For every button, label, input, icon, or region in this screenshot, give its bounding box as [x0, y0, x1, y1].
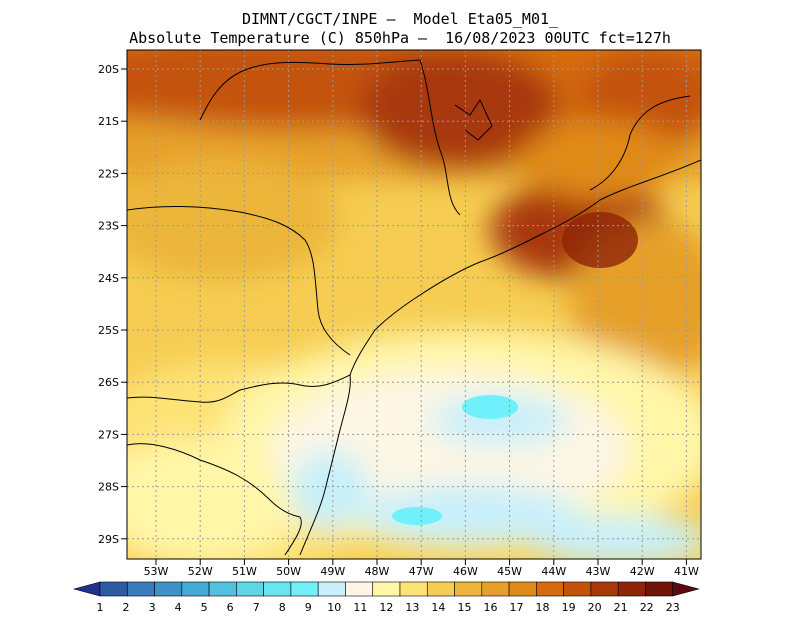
- cold-spot-29s: [392, 507, 442, 525]
- lon-label: 48W: [365, 565, 390, 578]
- lon-label: 42W: [630, 565, 655, 578]
- latitude-labels: 20S 21S 22S 23S 24S 25S 26S 27S 28S 29S: [98, 63, 127, 546]
- colorbar-swatch: [317, 581, 346, 597]
- colorbar-label: 22: [640, 601, 654, 614]
- lon-label: 52W: [188, 565, 213, 578]
- colorbar-swatch: [399, 581, 428, 597]
- lon-label: 44W: [541, 565, 566, 578]
- colorbar-label: 4: [175, 601, 182, 614]
- colorbar-swatch: [290, 581, 319, 597]
- colorbar-label: 6: [227, 601, 234, 614]
- colorbar-label: 5: [201, 601, 208, 614]
- lat-label: 24S: [98, 272, 119, 285]
- colorbar-swatch: [454, 581, 483, 597]
- colorbar-under-triangle: [72, 581, 101, 597]
- colorbar-swatch: [536, 581, 564, 597]
- colorbar-label: 20: [588, 601, 602, 614]
- lat-lon-grid: [127, 50, 701, 559]
- colorbar-label: 11: [353, 601, 367, 614]
- colorbar-swatch: [181, 581, 210, 597]
- colorbar-label: 23: [666, 601, 680, 614]
- colorbar-swatch: [263, 581, 292, 597]
- colorbar-label: 3: [149, 601, 156, 614]
- colorbar-label: 1: [97, 601, 104, 614]
- lat-label: 21S: [98, 115, 119, 128]
- colorbar-label: 9: [305, 601, 312, 614]
- colorbar-swatch: [590, 581, 619, 597]
- lat-label: 23S: [98, 220, 119, 233]
- colorbar-swatch: [372, 581, 401, 597]
- lon-label: 46W: [453, 565, 478, 578]
- colorbar-label: 18: [536, 601, 550, 614]
- colorbar-swatch: [126, 581, 155, 597]
- colorbar-over-triangle: [672, 581, 700, 597]
- colorbar-swatch: [99, 581, 128, 597]
- colorbar-label: 2: [123, 601, 130, 614]
- lat-label: 20S: [98, 63, 119, 76]
- colorbar-label: 21: [614, 601, 628, 614]
- colorbar-swatch: [345, 581, 374, 597]
- lon-label: 53W: [144, 565, 169, 578]
- colorbar-label: 14: [431, 601, 445, 614]
- lat-label: 25S: [98, 324, 119, 337]
- longitude-labels: 53W 52W 51W 50W 49W 48W 47W 46W 45W 44W 43W 42W 41W: [144, 559, 699, 578]
- warm-core: [562, 212, 638, 268]
- colorbar-swatch: [645, 581, 674, 597]
- lat-label: 22S: [98, 167, 119, 180]
- colorbar-swatch: [563, 581, 592, 597]
- colorbar-swatch: [481, 581, 510, 597]
- colorbar-label: 19: [562, 601, 576, 614]
- coastline-and-borders: [127, 59, 701, 556]
- colorbar-swatch: [208, 581, 237, 597]
- map-title-line-1: DIMNT/CGCT/INPE – Model Eta05_M01_: [241, 10, 559, 28]
- colorbar-label: 8: [279, 601, 286, 614]
- colorbar-label: 16: [483, 601, 497, 614]
- colorbar-label: 15: [457, 601, 471, 614]
- lat-label: 26S: [98, 376, 119, 389]
- map-title-line-2: Absolute Temperature (C) 850hPa – 16/08/…: [129, 29, 671, 47]
- colorbar-label: 17: [510, 601, 524, 614]
- lat-label: 28S: [98, 481, 119, 494]
- colorbar-swatch: [236, 581, 264, 597]
- map-frame: [126, 49, 702, 560]
- lon-label: 51W: [232, 565, 257, 578]
- colorbar-label: 12: [379, 601, 393, 614]
- colorbar: [72, 581, 700, 597]
- colorbar-swatch: [617, 581, 646, 597]
- colorbar-label: 10: [327, 601, 341, 614]
- lon-label: 47W: [409, 565, 434, 578]
- cold-spot-26s: [462, 395, 518, 419]
- colorbar-label: 7: [253, 601, 260, 614]
- colorbar-swatch: [508, 581, 537, 597]
- colorbar-swatch: [154, 581, 183, 597]
- lon-label: 50W: [276, 565, 301, 578]
- colorbar-labels: 1 2 3 4 5 6 7 8 9 10 11 12 13 14 15 16 17 18 19 20 21 22 23: [97, 601, 680, 614]
- lat-label: 27S: [98, 428, 119, 441]
- lon-label: 45W: [497, 565, 522, 578]
- lon-label: 43W: [586, 565, 611, 578]
- lon-label: 41W: [674, 565, 699, 578]
- lat-label: 29S: [98, 533, 119, 546]
- colorbar-label: 13: [405, 601, 419, 614]
- lon-label: 49W: [320, 565, 345, 578]
- colorbar-swatch: [426, 581, 455, 597]
